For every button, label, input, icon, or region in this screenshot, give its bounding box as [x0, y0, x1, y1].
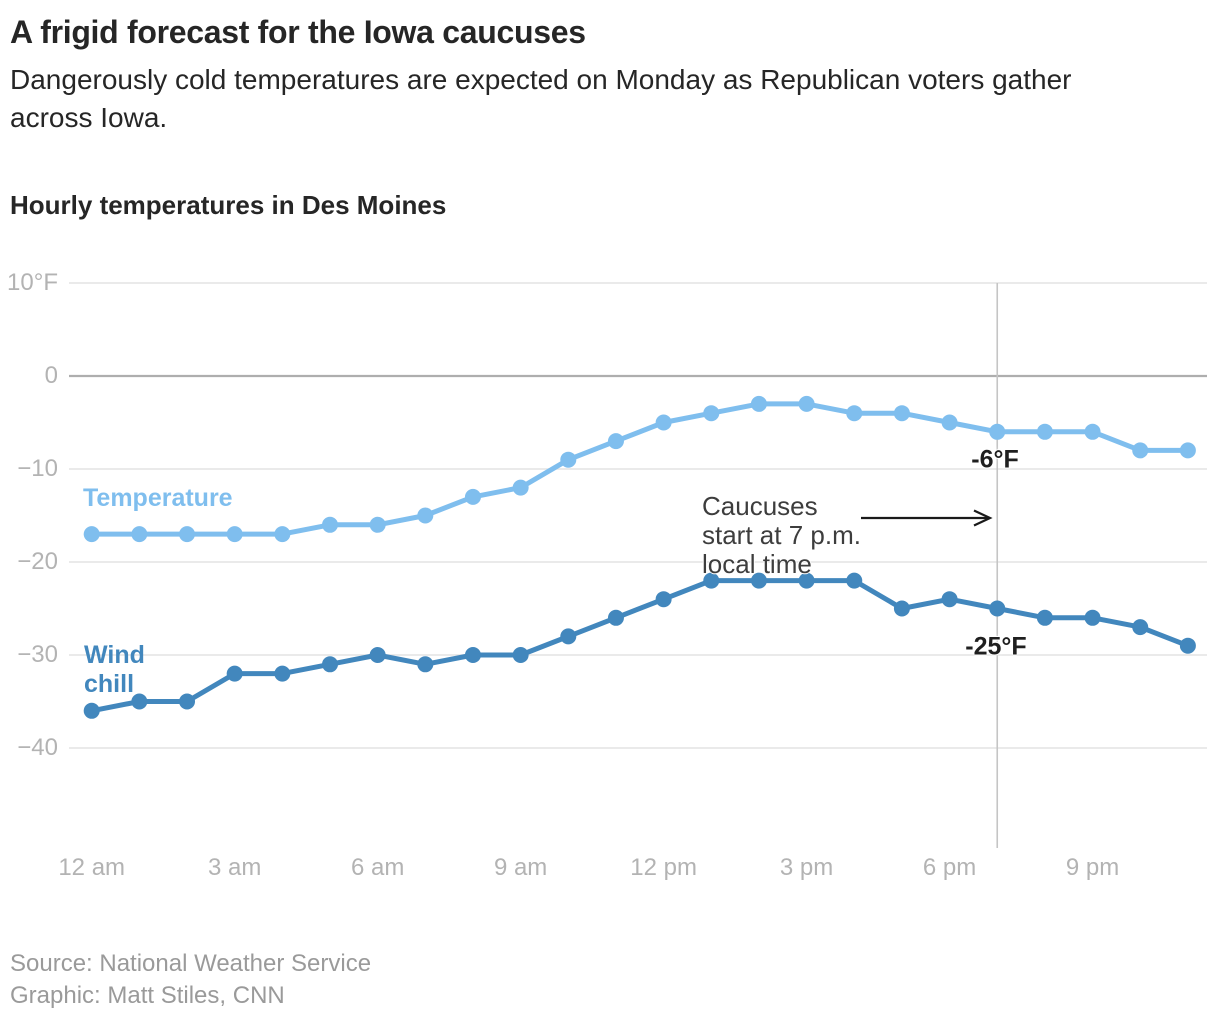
wind-chill-point: [131, 693, 148, 710]
wind-chill-point: [322, 656, 338, 673]
temperature-point: [83, 526, 100, 543]
temperature-point: [655, 414, 672, 431]
wind-chill-point: [1036, 609, 1053, 626]
y-tick-label: −40: [17, 734, 58, 761]
temperature-point: [1132, 442, 1149, 459]
wind-chill-point: [560, 628, 577, 645]
temperature-point: [989, 423, 1006, 440]
temperature-point: [512, 479, 529, 496]
arrow-head-icon: [973, 509, 993, 527]
y-tick-label: −30: [17, 641, 58, 668]
wind-chill-point: [846, 572, 863, 589]
temperature-point: [1084, 423, 1101, 440]
temperature-point: [369, 516, 386, 533]
wind-chill-point: [703, 572, 720, 589]
y-tick-label: −20: [17, 548, 58, 575]
x-tick-label: 12 pm: [630, 854, 697, 881]
wind-chill-value-label: -25°F: [965, 632, 1027, 661]
x-tick-label: 9 pm: [1065, 854, 1120, 881]
x-tick-label: 9 am: [493, 854, 548, 881]
footer: Source: National Weather Service Graphic…: [10, 948, 371, 1012]
wind-chill-point: [1179, 637, 1196, 654]
wind-chill-point: [941, 591, 958, 608]
y-tick-label: 0: [44, 362, 58, 389]
caucus-annotation: Caucuses start at 7 p.m. local time: [702, 491, 861, 579]
temperature-point: [131, 526, 148, 543]
y-tick-label: −10: [17, 455, 58, 482]
temperature-point: [1179, 442, 1196, 459]
temperature-point: [464, 488, 481, 505]
subtitle: Dangerously cold temperatures are expect…: [10, 64, 1072, 133]
temperature-point: [179, 526, 196, 543]
series-label-wind-chill: Wind chill: [84, 641, 145, 698]
temperature-point: [274, 526, 291, 543]
wind-chill-point: [989, 600, 1006, 617]
temperature-point: [417, 507, 434, 524]
page-title: A frigid forecast for the Iowa caucuses: [10, 14, 586, 50]
x-tick-label: 6 am: [350, 854, 405, 881]
temperature-point: [750, 395, 767, 412]
wind-chill-point: [274, 665, 291, 682]
wind-chill-point: [464, 647, 481, 663]
temperature-point: [226, 526, 243, 543]
temperature-point: [846, 405, 863, 422]
wind-chill-point: [417, 656, 434, 673]
temperature-point: [322, 516, 338, 533]
temperature-value-label: -6°F: [971, 445, 1019, 474]
series-label-temperature: Temperature: [83, 484, 233, 512]
wind-chill-point: [1132, 619, 1149, 636]
wind-chill-point: [893, 600, 910, 617]
wind-chill-point: [179, 693, 196, 710]
wind-chill-point: [655, 591, 672, 608]
temperature-point: [941, 414, 958, 431]
wind-chill-point: [798, 572, 815, 589]
source-line: Source: National Weather Service: [10, 950, 372, 977]
x-tick-label: 3 pm: [779, 854, 834, 881]
wind-chill-point: [83, 702, 100, 719]
temperature-point: [560, 451, 577, 468]
wind-chill-point: [226, 665, 243, 682]
temperature-point: [893, 405, 910, 422]
temperature-point: [703, 405, 720, 422]
wind-chill-point: [369, 647, 386, 663]
wind-chill-point: [607, 609, 624, 626]
wind-chill-point: [512, 647, 529, 663]
x-tick-label: 12 am: [58, 854, 126, 881]
wind-chill-point: [1084, 609, 1101, 626]
temperature-point: [798, 395, 815, 412]
x-tick-label: 3 am: [207, 854, 262, 881]
x-tick-label: 6 pm: [922, 854, 977, 881]
chart-heading: Hourly temperatures in Des Moines: [10, 190, 447, 220]
wind-chill-point: [750, 572, 767, 589]
temperature-point: [1036, 423, 1053, 440]
credit-line: Graphic: Matt Stiles, CNN: [10, 982, 285, 1009]
y-tick-label: 10°F: [7, 269, 58, 296]
temperature-point: [607, 433, 624, 450]
